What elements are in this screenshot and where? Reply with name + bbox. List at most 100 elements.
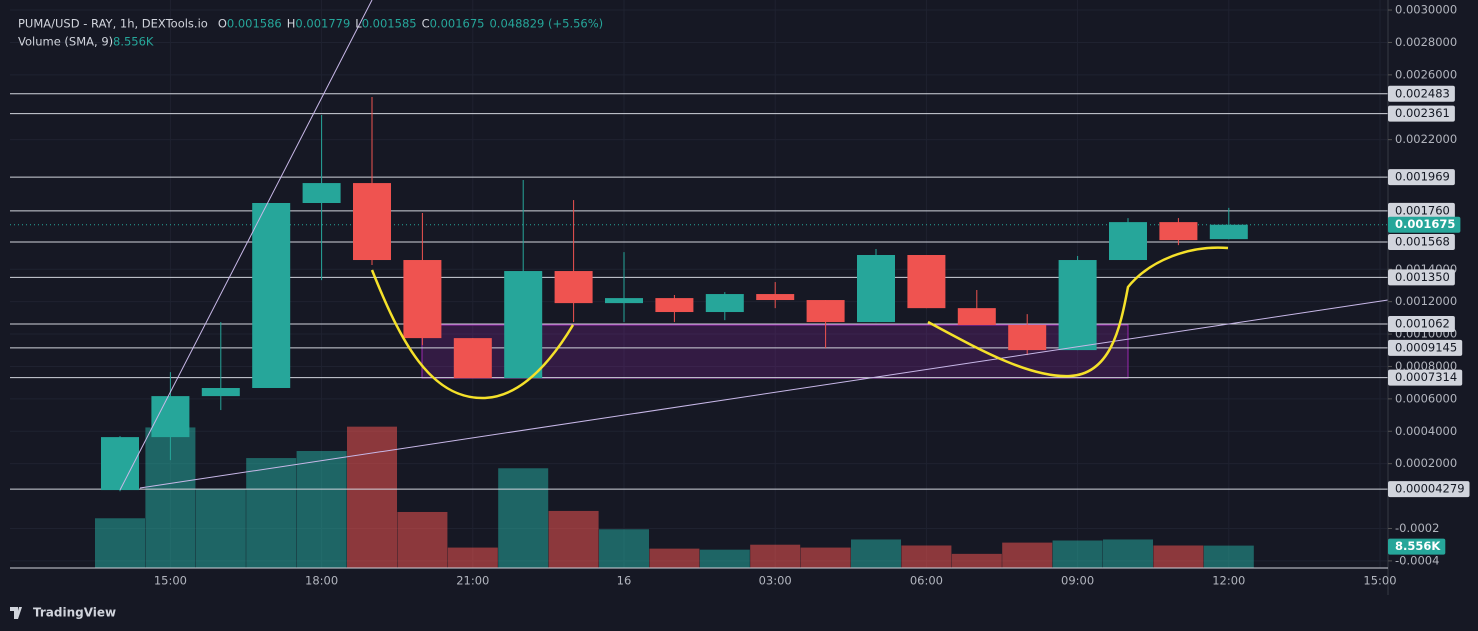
volume-bar (750, 544, 801, 568)
candle-body (605, 298, 643, 304)
volume-label-box (1388, 538, 1446, 555)
level-label-box (1388, 234, 1455, 251)
y-tick-label: 0.0026000 (1395, 67, 1457, 81)
ohlc-key: H (287, 17, 296, 31)
level-label-box (1388, 316, 1455, 333)
candle-body (453, 338, 492, 379)
candle-body (1008, 324, 1047, 351)
level-label-box (1388, 105, 1455, 122)
volume-bar (1153, 545, 1204, 568)
volume-bar (649, 548, 700, 568)
candle-body (756, 294, 795, 301)
level-label-box (1388, 481, 1470, 498)
trend-line (119, 0, 373, 491)
candle-body (705, 294, 744, 313)
volume-bar (447, 547, 498, 568)
candle-body (1209, 224, 1248, 240)
current-price-label: 0.001675 (1395, 217, 1455, 231)
y-tick-label: 0.0012000 (1395, 294, 1457, 308)
y-tick-label: 0.0030000 (1395, 3, 1457, 17)
candle-body (1058, 260, 1097, 351)
trend-line (139, 299, 1389, 489)
y-tick-label: 0.0008000 (1395, 359, 1457, 373)
level-label: 0.001062 (1395, 317, 1450, 331)
cup-curve (370, 269, 575, 400)
x-tick-label: 09:00 (1061, 574, 1094, 588)
volume-bar (397, 511, 448, 568)
candle-body (252, 202, 291, 389)
volume-bar (296, 450, 347, 568)
y-tick-label: 0.0022000 (1395, 132, 1457, 146)
candle-body (403, 260, 442, 339)
volume-bar (901, 545, 952, 568)
x-tick-label: 16 (617, 574, 632, 588)
level-label-box (1388, 339, 1463, 356)
level-label: 0.0009145 (1395, 340, 1457, 354)
ohlc-key: C (422, 17, 430, 31)
volume-bar (699, 549, 750, 568)
level-label-box (1388, 369, 1463, 386)
y-tick-label: 0.0028000 (1395, 35, 1457, 49)
brand: TradingView (33, 606, 116, 620)
candle-body (907, 255, 946, 309)
candle-body (857, 255, 895, 323)
volume-value: 8.556K (113, 35, 154, 49)
y-tick-label: 0.0006000 (1395, 391, 1457, 405)
candle-body (353, 183, 391, 261)
x-tick-label: 18:00 (305, 574, 338, 588)
volume-bar (599, 529, 649, 568)
y-tick-label: 0.0004000 (1395, 424, 1457, 438)
volume-bar (95, 518, 145, 568)
ohlc-key: O (218, 17, 227, 31)
axis-layer: 0.0030000 0.0028000 0.0026000 0.0022000 0.00… (154, 3, 1470, 588)
volume-bar (800, 547, 851, 568)
x-tick-label: 21:00 (456, 574, 489, 588)
volume-bar (1002, 542, 1053, 568)
legend: PUMA/USD - RAY, 1h, DEXTools.io Volume (… (18, 17, 208, 49)
candle-body (554, 271, 593, 304)
candle-body (1159, 222, 1198, 241)
change-value: 0.048829 (+5.56%) (489, 17, 603, 31)
volume-bar (548, 510, 599, 568)
y-tick-label: 0.0002000 (1395, 456, 1457, 470)
candles-layer (101, 97, 1248, 492)
ohlc-value: 0.001586 (227, 17, 282, 31)
volume-bar (195, 488, 246, 568)
symbol-title: PUMA/USD - RAY, 1h, DEXTools.io (18, 17, 208, 31)
levels-layer (10, 93, 1388, 490)
cup-curve (927, 246, 1229, 378)
candle-body (101, 437, 139, 491)
candle-body (201, 388, 240, 397)
brand-logo (10, 607, 22, 619)
volume-bar (246, 458, 297, 568)
x-tick-label: 12:00 (1212, 574, 1245, 588)
candle-body (302, 183, 341, 203)
candle-body (655, 298, 694, 313)
level-label: 0.0007314 (1395, 370, 1457, 384)
volume-label: 8.556K (1395, 539, 1441, 553)
volume-bar (1103, 539, 1153, 568)
volume-bar (1052, 540, 1103, 568)
candle-body (504, 271, 543, 379)
candle-body (151, 396, 190, 438)
volume-name: Volume (SMA, 9) (18, 35, 113, 49)
candle-body (1109, 222, 1147, 261)
current-price-box (1388, 216, 1461, 233)
volume-bar (851, 539, 901, 568)
x-tick-label: 15:00 (1363, 574, 1396, 588)
candle-body (806, 300, 845, 323)
volume-bar (498, 468, 549, 568)
candle-body (957, 308, 996, 325)
x-tick-label: 03:00 (759, 574, 792, 588)
ohlc-value: 0.001585 (362, 17, 417, 31)
level-label: 0.001350 (1395, 270, 1450, 284)
y-tick-label: -0.0002 (1395, 521, 1439, 535)
ohlc-value: 0.001779 (295, 17, 350, 31)
ohlc-key: L (355, 17, 362, 31)
x-tick-label: 06:00 (910, 574, 943, 588)
volume-bar (951, 553, 1002, 568)
volume-layer (95, 426, 1254, 568)
x-tick-label: 15:00 (154, 574, 187, 588)
volume-bar (1203, 545, 1254, 568)
